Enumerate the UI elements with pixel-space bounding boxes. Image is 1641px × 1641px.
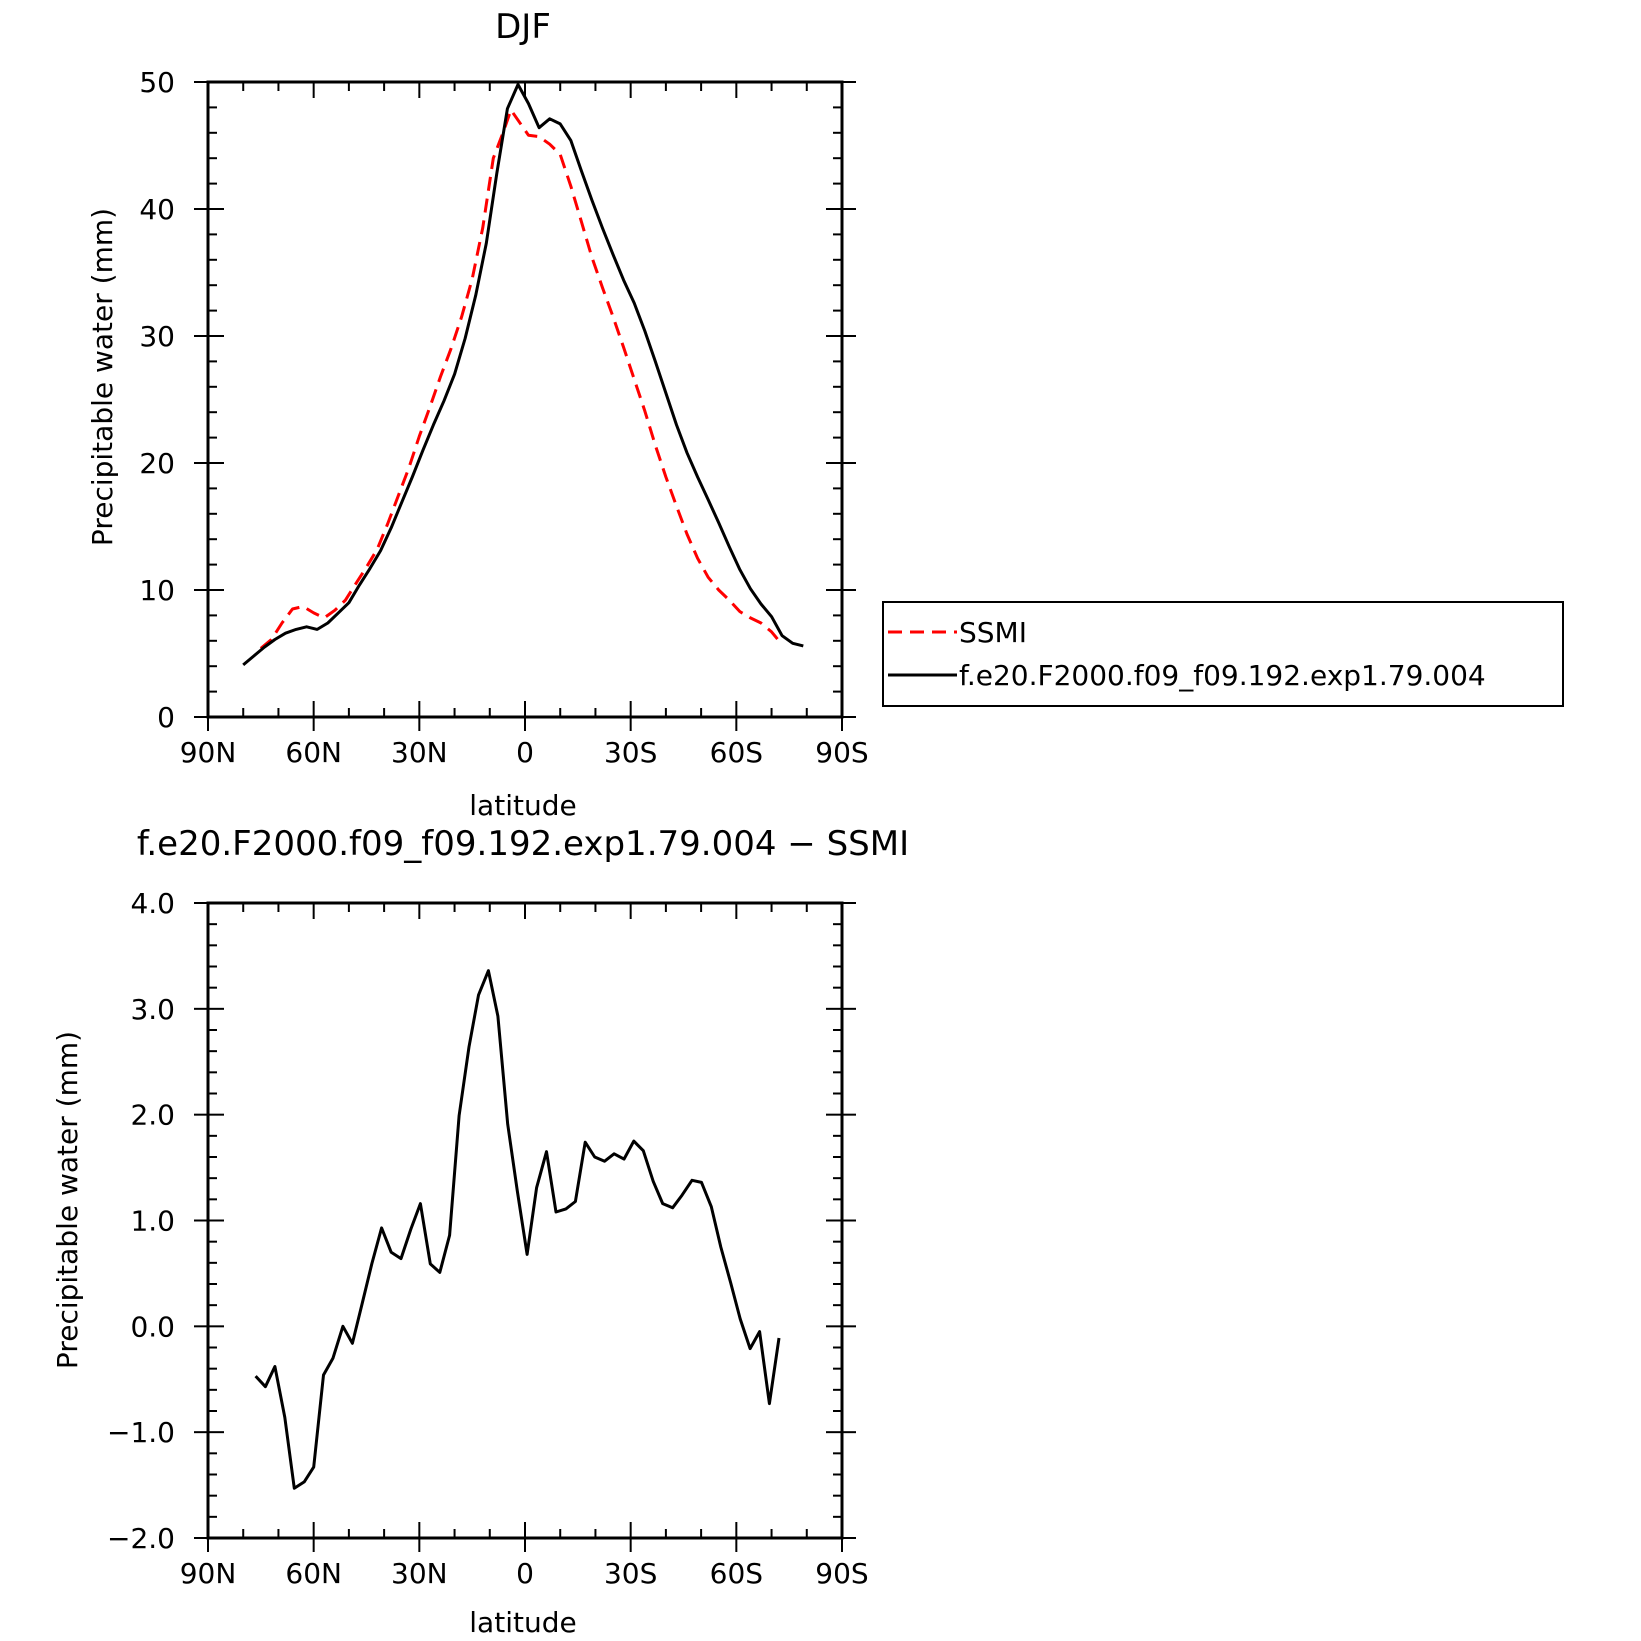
top-x-tick-label: 0 — [516, 736, 534, 769]
bottom-x-tick-label: 30S — [604, 1557, 657, 1590]
bottom-y-tick-labels: −2.0 −1.0 0.0 1.0 2.0 3.0 4.0 — [107, 887, 175, 1555]
bottom-x-tick-labels: 90N 60N 30N 0 30S 60S 90S — [180, 1557, 869, 1590]
bottom-x-tick-label: 60S — [710, 1557, 763, 1590]
top-y-tick-label: 10 — [139, 574, 175, 607]
bottom-plot-frame — [206, 901, 844, 1540]
bottom-series-lines — [254, 969, 781, 1490]
bottom-y-tick-label: 0.0 — [130, 1310, 175, 1343]
top-x-axis-label: latitude — [469, 789, 576, 822]
top-y-tick-label: 40 — [139, 193, 175, 226]
top-x-tick-label: 60S — [710, 736, 763, 769]
top-x-tick-label: 90N — [180, 736, 237, 769]
bottom-y-tick-label: −1.0 — [107, 1416, 175, 1449]
top-y-tick-label: 50 — [139, 66, 175, 99]
top-y-tick-label: 0 — [157, 701, 175, 734]
top-x-tick-labels: 90N 60N 30N 0 30S 60S 90S — [180, 736, 869, 769]
bottom-x-tick-label: 0 — [516, 1557, 534, 1590]
bottom-x-tick-label: 90S — [815, 1557, 868, 1590]
top-ticks — [194, 81, 856, 731]
bottom-x-axis-label: latitude — [469, 1606, 576, 1639]
top-x-tick-label: 90S — [815, 736, 868, 769]
bottom-x-tick-label: 60N — [285, 1557, 342, 1590]
bottom-y-tick-label: 3.0 — [130, 993, 175, 1026]
bottom-y-tick-label: 1.0 — [130, 1205, 175, 1238]
legend-label-ssmi: SSMI — [959, 616, 1027, 649]
legend-label-model: f.e20.F2000.f09_f09.192.exp1.79.004 — [959, 659, 1486, 692]
top-x-tick-label: 30N — [391, 736, 448, 769]
top-y-tick-label: 30 — [139, 320, 175, 353]
top-y-tick-label: 20 — [139, 447, 175, 480]
top-series-line-0 — [259, 108, 784, 650]
bottom-x-tick-label: 90N — [180, 1557, 237, 1590]
legend: SSMI f.e20.F2000.f09_f09.192.exp1.79.004 — [882, 601, 1564, 707]
top-y-tick-labels: 0 10 20 30 40 50 — [139, 66, 175, 734]
top-chart-title: DJF — [495, 7, 551, 47]
bottom-ticks — [194, 902, 856, 1552]
bottom-series-line-0 — [254, 969, 781, 1490]
top-x-tick-label: 60N — [285, 736, 342, 769]
bottom-chart-title: f.e20.F2000.f09_f09.192.exp1.79.004 − SS… — [137, 824, 909, 864]
top-panel-djf: DJF 90N 60N 30N 0 30S 60S 90S 0 10 20 30 40 50 lati… — [86, 7, 1564, 822]
bottom-y-axis-label: Precipitable water (mm) — [51, 1031, 84, 1369]
bottom-x-tick-label: 30N — [391, 1557, 448, 1590]
bottom-y-tick-label: 4.0 — [130, 887, 175, 920]
bottom-y-tick-label: −2.0 — [107, 1522, 175, 1555]
bottom-y-tick-label: 2.0 — [130, 1099, 175, 1132]
top-series-line-1 — [242, 83, 804, 667]
top-x-tick-label: 30S — [604, 736, 657, 769]
top-y-axis-label: Precipitable water (mm) — [86, 208, 119, 546]
top-series-lines — [242, 83, 804, 667]
bottom-panel-difference: f.e20.F2000.f09_f09.192.exp1.79.004 − SS… — [51, 824, 909, 1639]
legend-box — [882, 601, 1564, 707]
top-plot-frame — [206, 80, 844, 719]
